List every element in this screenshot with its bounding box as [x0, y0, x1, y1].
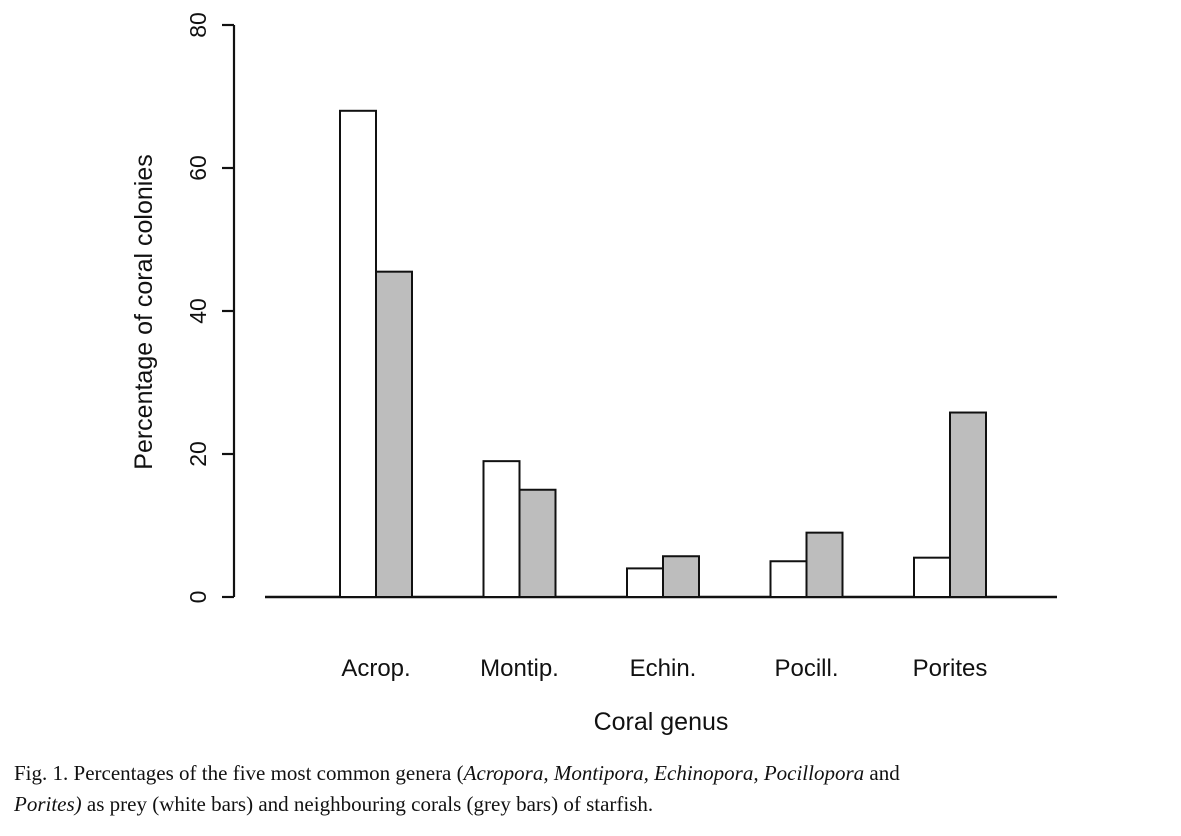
- y-tick-label: 60: [185, 155, 211, 181]
- caption-prefix: Fig. 1. Percentages of the five most com…: [14, 761, 464, 785]
- y-tick-label: 0: [185, 591, 211, 604]
- bar-chart: 0 20 40 60 80 Acrop. Montip. Echin. Pocill. Pori…: [130, 12, 1057, 736]
- x-category-label: Pocill.: [774, 655, 838, 682]
- x-category-label: Porites: [913, 655, 988, 682]
- bar-montip-series-2: [518, 488, 557, 598]
- bar-pocill-series-1: [769, 560, 808, 598]
- caption-mid: and: [864, 761, 900, 785]
- y-axis-title: Percentage of coral colonies: [130, 154, 158, 469]
- figure-caption: Fig. 1. Percentages of the five most com…: [14, 758, 1174, 820]
- bar-echin-series-2: [662, 555, 700, 598]
- y-tick-label: 80: [185, 12, 211, 38]
- bar-acrop-series-2: [375, 270, 413, 598]
- x-category-label: Montip.: [480, 655, 559, 682]
- bars-group: [339, 109, 987, 599]
- x-category-label: Acrop.: [341, 655, 410, 682]
- y-tick-label: 40: [185, 298, 211, 324]
- caption-genera-line2: Porites): [14, 792, 82, 816]
- y-tick-label: 20: [185, 441, 211, 467]
- bar-montip-series-1: [482, 460, 521, 598]
- y-axis: 0 20 40 60 80: [185, 12, 1057, 603]
- caption-genera-line1: Acropora, Montipora, Echinopora, Pocillo…: [463, 761, 865, 785]
- bar-porites-series-2: [949, 411, 987, 598]
- x-axis-labels: Acrop. Montip. Echin. Pocill. Porites: [341, 655, 987, 682]
- bar-pocill-series-2: [805, 531, 844, 599]
- caption-suffix: as prey (white bars) and neighbouring co…: [81, 792, 654, 816]
- x-axis-title: Coral genus: [594, 708, 729, 736]
- x-category-label: Echin.: [630, 655, 697, 682]
- bar-acrop-series-1: [339, 109, 377, 599]
- bar-echin-series-1: [626, 567, 664, 599]
- bar-porites-series-1: [913, 556, 951, 598]
